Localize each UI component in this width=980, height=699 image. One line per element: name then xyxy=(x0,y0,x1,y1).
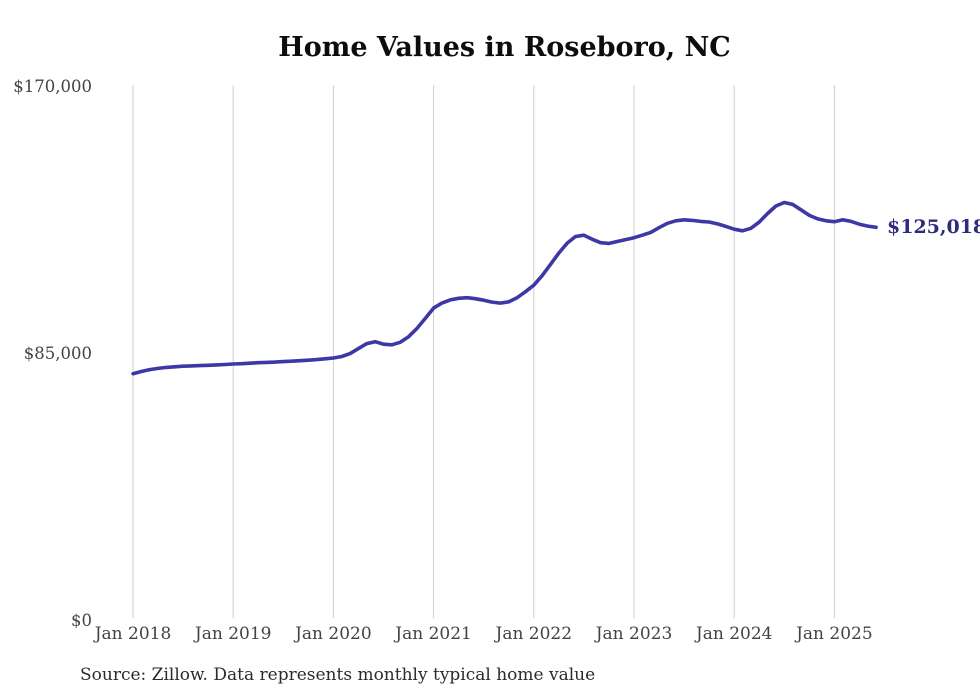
y-axis-tick-label: $0 xyxy=(71,611,92,630)
source-note: Source: Zillow. Data represents monthly … xyxy=(80,665,596,685)
y-axis-tick-label: $85,000 xyxy=(24,344,92,363)
x-axis-tick-label: Jan 2024 xyxy=(694,624,773,644)
x-axis-tick-label: Jan 2018 xyxy=(93,624,172,644)
x-axis-tick-label: Jan 2022 xyxy=(494,624,573,644)
x-axis-tick-label: Jan 2019 xyxy=(193,624,272,644)
chart-title: Home Values in Roseboro, NC xyxy=(278,32,731,63)
y-axis-tick-label: $170,000 xyxy=(13,77,92,96)
x-axis-tick-label: Jan 2020 xyxy=(293,624,372,644)
x-axis-tick-label: Jan 2021 xyxy=(393,624,472,644)
x-axis-tick-label: Jan 2023 xyxy=(594,624,673,644)
x-axis-tick-label: Jan 2025 xyxy=(794,624,873,644)
latest-value-label: $125,018 xyxy=(887,216,980,238)
home-value-line xyxy=(131,200,878,376)
